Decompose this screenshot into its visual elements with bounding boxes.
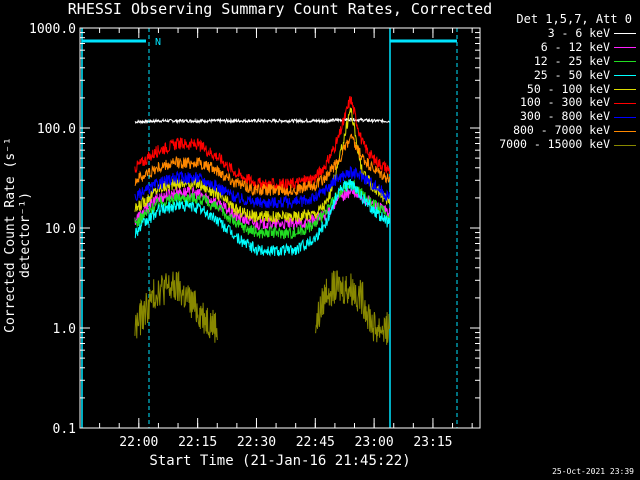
legend-swatch bbox=[614, 116, 636, 118]
y-tick-label: 0.1 bbox=[53, 422, 76, 437]
y-tick-label: 10.0 bbox=[45, 222, 76, 237]
legend-item: 25 - 50 keV bbox=[478, 67, 638, 83]
series-line-3 bbox=[134, 179, 390, 257]
legend-swatch bbox=[614, 47, 636, 49]
y-tick-label: 100.0 bbox=[37, 122, 76, 137]
series-line-0 bbox=[134, 116, 390, 125]
legend-label: 50 - 100 keV bbox=[526, 81, 610, 96]
y-axis-label: Corrected Count Rate (s⁻¹ detector⁻¹) bbox=[3, 137, 33, 333]
legend-item: 800 - 7000 keV bbox=[478, 123, 638, 138]
legend-item: 50 - 100 keV bbox=[478, 81, 638, 97]
legend-swatch bbox=[614, 89, 636, 90]
legend-swatch bbox=[614, 75, 636, 77]
legend-label: 25 - 50 keV bbox=[533, 67, 610, 82]
x-tick-label: 22:15 bbox=[178, 435, 217, 450]
series-lines bbox=[134, 95, 390, 345]
legend-label: 12 - 25 keV bbox=[533, 53, 610, 68]
series-line-6 bbox=[134, 165, 390, 209]
legend-label: 3 - 6 keV bbox=[547, 26, 610, 40]
timestamp: 25-Oct-2021 23:39 bbox=[552, 467, 634, 476]
legend-swatch bbox=[614, 130, 636, 132]
x-tick-label: 23:00 bbox=[355, 435, 394, 450]
annotations: N bbox=[81, 28, 458, 428]
legend-item: 12 - 25 keV bbox=[478, 53, 638, 69]
legend-item: 6 - 12 keV bbox=[478, 39, 638, 55]
legend-swatch bbox=[614, 61, 636, 63]
legend-item: 3 - 6 keV bbox=[478, 26, 638, 41]
legend-label: 100 - 300 keV bbox=[519, 95, 610, 110]
legend-swatch bbox=[614, 144, 636, 146]
night-annotation: N bbox=[155, 37, 161, 48]
legend-label: 7000 - 15000 keV bbox=[499, 137, 610, 152]
x-axis-label: Start Time (21-Jan-16 21:45:22) bbox=[149, 453, 411, 469]
legend-title: Det 1,5,7, Att 0 bbox=[516, 12, 632, 26]
legend-item: 100 - 300 keV bbox=[478, 96, 638, 110]
x-tick-label: 22:45 bbox=[296, 435, 335, 450]
x-tick-label: 22:30 bbox=[237, 435, 276, 450]
x-tick-label: 22:00 bbox=[119, 435, 158, 450]
y-tick-label: 1000.0 bbox=[29, 22, 76, 37]
series-line-4 bbox=[134, 107, 390, 223]
series-line-8 bbox=[134, 270, 390, 345]
legend-label: 800 - 7000 keV bbox=[513, 123, 610, 138]
x-tick-label: 23:15 bbox=[413, 435, 452, 450]
legend-item: 300 - 800 keV bbox=[478, 109, 638, 124]
y-tick-label: 1.0 bbox=[53, 322, 76, 337]
legend-label: 300 - 800 keV bbox=[519, 109, 610, 124]
chart-title: RHESSI Observing Summary Count Rates, Co… bbox=[67, 0, 493, 18]
legend: Det 1,5,7, Att 0 3 - 6 keV 6 - 12 keV 12 -… bbox=[478, 12, 638, 152]
axes: 0.1 1.0 10.0 100.0 1000.0 22:00 22:15 22:30 22:4… bbox=[29, 22, 481, 450]
legend-swatch bbox=[614, 33, 636, 35]
legend-label: 6 - 12 keV bbox=[540, 39, 610, 54]
legend-item: 7000 - 15000 keV bbox=[478, 137, 638, 152]
legend-swatch bbox=[614, 102, 636, 104]
series-line-7 bbox=[134, 133, 390, 197]
